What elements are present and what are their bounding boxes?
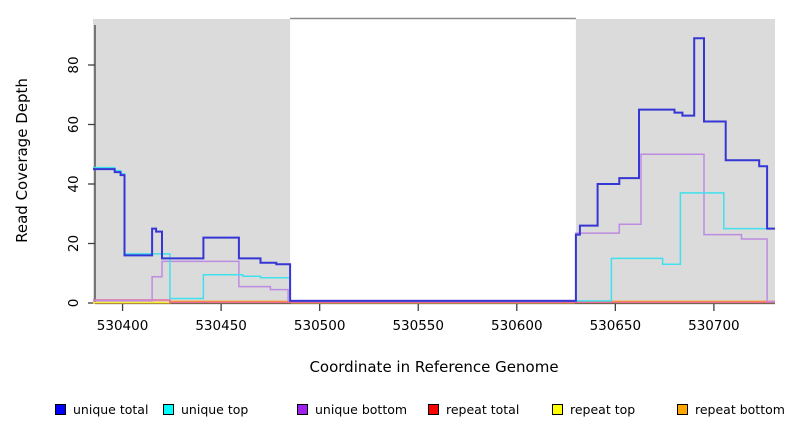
legend-label: unique bottom xyxy=(315,401,408,417)
legend-item-repeat-bottom: repeat bottom xyxy=(677,399,785,419)
legend-label: unique total xyxy=(73,401,149,417)
legend-item-unique-bottom: unique bottom xyxy=(297,399,407,419)
legend-item-repeat-top: repeat top xyxy=(552,399,635,419)
x-tick-label: 530650 xyxy=(590,318,642,334)
legend-item-unique-total: unique total xyxy=(55,399,148,419)
y-tick-label: 0 xyxy=(66,299,82,308)
legend-swatch-unique-top xyxy=(163,403,174,415)
x-axis-title: Coordinate in Reference Genome xyxy=(309,358,558,376)
legend-label: unique top xyxy=(181,401,249,417)
y-tick-label: 20 xyxy=(66,235,82,252)
y-tick-label: 60 xyxy=(66,116,82,133)
legend-swatch-unique-total xyxy=(55,403,66,415)
legend-swatch-repeat-bottom xyxy=(677,403,688,415)
y-axis-title: Read Coverage Depth xyxy=(13,78,31,243)
legend-label: repeat top xyxy=(570,401,636,417)
y-tick-label: 40 xyxy=(66,175,82,192)
legend-swatch-repeat-total xyxy=(428,403,439,415)
legend-item-unique-top: unique top xyxy=(163,399,248,419)
legend-swatch-unique-bottom xyxy=(297,403,308,415)
x-tick-label: 530600 xyxy=(491,318,543,334)
legend-swatch-repeat-top xyxy=(552,403,563,415)
y-tick-label: 80 xyxy=(66,56,82,73)
legend-item-repeat-total: repeat total xyxy=(428,399,519,419)
x-tick-label: 530500 xyxy=(294,318,346,334)
legend-label: repeat total xyxy=(446,401,520,417)
series-line-unique-total xyxy=(93,37,775,302)
x-tick-label: 530550 xyxy=(392,318,444,334)
plot-legend: unique total unique top unique bottom repea… xyxy=(0,399,792,423)
legend-label: repeat bottom xyxy=(695,401,785,417)
x-tick-label: 530450 xyxy=(195,318,247,334)
x-tick-label: 530700 xyxy=(688,318,740,334)
x-tick-label: 530400 xyxy=(97,318,149,334)
